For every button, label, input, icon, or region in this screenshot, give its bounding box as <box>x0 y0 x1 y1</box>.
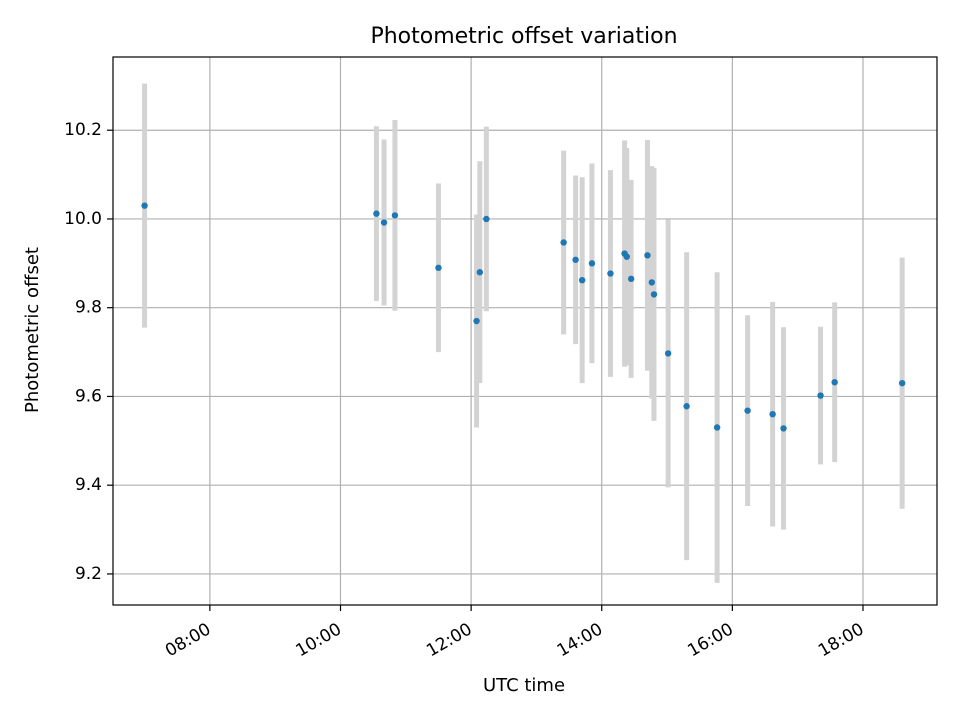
data-point <box>623 253 630 260</box>
data-point <box>627 275 635 283</box>
data-point <box>483 215 490 223</box>
y-tick-label: 10.0 <box>64 209 102 229</box>
x-tick-label: 14:00 <box>554 619 606 661</box>
x-tick-label: 08:00 <box>162 619 214 661</box>
y-tick-label: 9.6 <box>75 386 102 406</box>
data-point <box>713 424 721 431</box>
data-point <box>473 317 480 325</box>
data-point <box>607 270 614 277</box>
y-axis-label: Photometric offset <box>22 247 43 413</box>
data-point <box>391 212 399 219</box>
data-point <box>373 210 380 217</box>
data-point <box>683 403 690 410</box>
data-point <box>664 350 672 357</box>
data-point <box>435 264 442 271</box>
y-tick-label: 10.2 <box>64 120 102 140</box>
x-tick-label: 10:00 <box>293 619 345 661</box>
x-axis-label: UTC time <box>483 675 565 696</box>
data-point <box>380 219 388 226</box>
chart-title: Photometric offset variation <box>370 24 677 49</box>
y-tick-label: 9.8 <box>75 298 102 318</box>
error-bar-layer <box>142 83 905 583</box>
x-tick-label: 18:00 <box>815 619 867 661</box>
y-tick-label: 9.2 <box>75 564 102 584</box>
data-point <box>780 425 787 432</box>
data-point <box>588 260 596 267</box>
data-point <box>817 392 824 399</box>
data-point <box>898 379 906 387</box>
data-point <box>476 269 484 276</box>
y-tick-label: 9.4 <box>75 475 102 495</box>
data-point <box>648 279 656 286</box>
data-point <box>650 291 658 298</box>
x-tick-label: 16:00 <box>684 619 736 661</box>
data-point <box>831 379 838 386</box>
data-point <box>572 256 579 263</box>
data-point <box>141 202 148 209</box>
grid-layer <box>113 57 937 605</box>
data-point <box>744 407 751 414</box>
plot-area-frame <box>112 56 938 606</box>
data-point <box>560 239 567 246</box>
data-point <box>644 252 651 259</box>
data-point <box>578 276 586 284</box>
data-point <box>769 410 776 418</box>
x-tick-label: 12:00 <box>423 619 475 661</box>
point-layer <box>141 202 906 432</box>
